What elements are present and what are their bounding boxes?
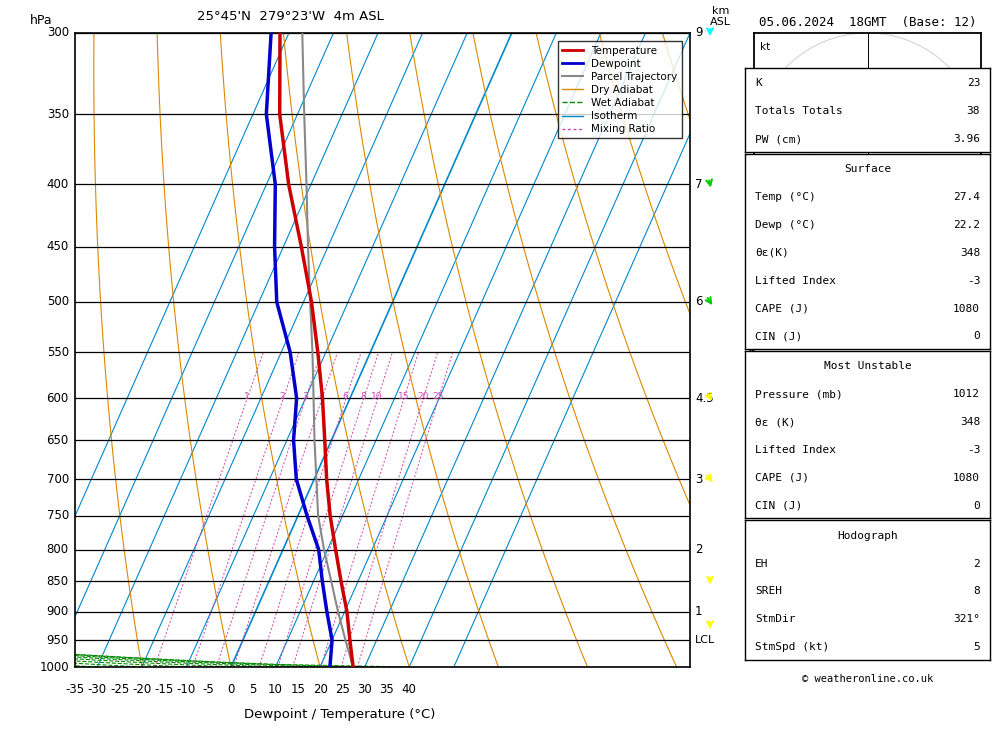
Text: Temp (°C): Temp (°C) xyxy=(755,192,816,202)
Text: θε (K): θε (K) xyxy=(755,417,795,427)
Text: 300: 300 xyxy=(47,26,69,40)
Text: Mixing Ratio (g/kg): Mixing Ratio (g/kg) xyxy=(746,297,757,403)
Text: SREH: SREH xyxy=(755,586,782,597)
Text: EH: EH xyxy=(755,559,768,569)
Text: StmSpd (kt): StmSpd (kt) xyxy=(755,642,829,652)
Text: CAPE (J): CAPE (J) xyxy=(755,473,809,483)
Text: 3: 3 xyxy=(695,473,702,486)
Text: 1080: 1080 xyxy=(953,473,980,483)
Text: 23: 23 xyxy=(967,78,980,89)
Text: -25: -25 xyxy=(110,683,129,696)
Text: θε(K): θε(K) xyxy=(755,248,789,258)
Text: Pressure (mb): Pressure (mb) xyxy=(755,389,843,399)
Text: 8: 8 xyxy=(973,586,980,597)
Text: 5: 5 xyxy=(973,642,980,652)
Text: 450: 450 xyxy=(47,240,69,253)
Text: 350: 350 xyxy=(47,108,69,121)
Text: 27.4: 27.4 xyxy=(953,192,980,202)
Text: 4.5: 4.5 xyxy=(695,391,714,405)
Text: 1: 1 xyxy=(244,391,249,401)
Text: 750: 750 xyxy=(47,509,69,522)
Text: CIN (J): CIN (J) xyxy=(755,501,802,511)
Text: 05.06.2024  18GMT  (Base: 12): 05.06.2024 18GMT (Base: 12) xyxy=(759,16,976,29)
Legend: Temperature, Dewpoint, Parcel Trajectory, Dry Adiabat, Wet Adiabat, Isotherm, Mi: Temperature, Dewpoint, Parcel Trajectory… xyxy=(558,41,682,139)
Text: 800: 800 xyxy=(47,543,69,556)
Text: -35: -35 xyxy=(65,683,85,696)
Text: 10: 10 xyxy=(371,391,383,401)
Text: 2: 2 xyxy=(973,559,980,569)
Text: 500: 500 xyxy=(47,295,69,309)
Text: 6: 6 xyxy=(695,295,702,309)
Text: 600: 600 xyxy=(47,391,69,405)
Text: © weatheronline.co.uk: © weatheronline.co.uk xyxy=(802,674,933,685)
Text: Totals Totals: Totals Totals xyxy=(755,106,843,117)
Text: 38: 38 xyxy=(967,106,980,117)
Text: 650: 650 xyxy=(47,434,69,446)
Text: Most Unstable: Most Unstable xyxy=(824,361,911,372)
Text: -3: -3 xyxy=(967,276,980,286)
Text: CIN (J): CIN (J) xyxy=(755,331,802,342)
Text: 900: 900 xyxy=(47,605,69,618)
Text: 3: 3 xyxy=(302,391,308,401)
Text: 25°45'N  279°23'W  4m ASL: 25°45'N 279°23'W 4m ASL xyxy=(197,10,384,23)
Text: -10: -10 xyxy=(177,683,196,696)
Text: 8: 8 xyxy=(360,391,366,401)
Text: Dewpoint / Temperature (°C): Dewpoint / Temperature (°C) xyxy=(244,708,435,721)
Text: 0: 0 xyxy=(227,683,235,696)
Text: PW (cm): PW (cm) xyxy=(755,134,802,144)
Text: 4: 4 xyxy=(319,391,324,401)
Text: 550: 550 xyxy=(47,346,69,358)
Text: 30: 30 xyxy=(357,683,372,696)
Text: 321°: 321° xyxy=(953,614,980,625)
Text: 20: 20 xyxy=(417,391,428,401)
Text: Surface: Surface xyxy=(844,164,891,174)
Text: 22.2: 22.2 xyxy=(953,220,980,230)
Text: 10: 10 xyxy=(268,683,283,696)
Text: 100: 100 xyxy=(794,196,809,205)
Text: 7: 7 xyxy=(695,178,702,191)
Text: 25: 25 xyxy=(335,683,350,696)
Text: 40: 40 xyxy=(402,683,417,696)
Text: K: K xyxy=(755,78,762,89)
Text: 0: 0 xyxy=(973,331,980,342)
Text: 2: 2 xyxy=(280,391,285,401)
Text: -15: -15 xyxy=(155,683,174,696)
Text: StmDir: StmDir xyxy=(755,614,795,625)
Text: 9: 9 xyxy=(695,26,702,40)
Text: 15: 15 xyxy=(290,683,305,696)
Text: -30: -30 xyxy=(88,683,107,696)
Text: 1012: 1012 xyxy=(953,389,980,399)
Text: 50: 50 xyxy=(828,168,838,177)
Text: Dewp (°C): Dewp (°C) xyxy=(755,220,816,230)
Text: 2: 2 xyxy=(695,543,702,556)
Text: LCL: LCL xyxy=(695,635,715,645)
Text: 1080: 1080 xyxy=(953,303,980,314)
Text: 6: 6 xyxy=(342,391,348,401)
Text: Hodograph: Hodograph xyxy=(837,531,898,541)
Text: -3: -3 xyxy=(967,445,980,455)
Text: 1: 1 xyxy=(695,605,702,618)
Text: 348: 348 xyxy=(960,417,980,427)
Text: Lifted Index: Lifted Index xyxy=(755,445,836,455)
Text: CAPE (J): CAPE (J) xyxy=(755,303,809,314)
Text: 35: 35 xyxy=(380,683,394,696)
Text: 850: 850 xyxy=(47,575,69,588)
Text: 950: 950 xyxy=(47,633,69,647)
Text: 400: 400 xyxy=(47,178,69,191)
Text: 0: 0 xyxy=(973,501,980,511)
Text: 348: 348 xyxy=(960,248,980,258)
Text: 3.96: 3.96 xyxy=(953,134,980,144)
Text: Lifted Index: Lifted Index xyxy=(755,276,836,286)
Text: 5: 5 xyxy=(250,683,257,696)
Text: km
ASL: km ASL xyxy=(710,6,731,26)
Text: -20: -20 xyxy=(132,683,151,696)
Text: -5: -5 xyxy=(203,683,215,696)
Text: 1000: 1000 xyxy=(39,660,69,674)
Text: 25: 25 xyxy=(432,391,444,401)
Text: kt: kt xyxy=(760,42,770,52)
Text: 700: 700 xyxy=(47,473,69,486)
Text: hPa: hPa xyxy=(30,14,52,26)
Text: 15: 15 xyxy=(398,391,409,401)
Text: 20: 20 xyxy=(313,683,328,696)
